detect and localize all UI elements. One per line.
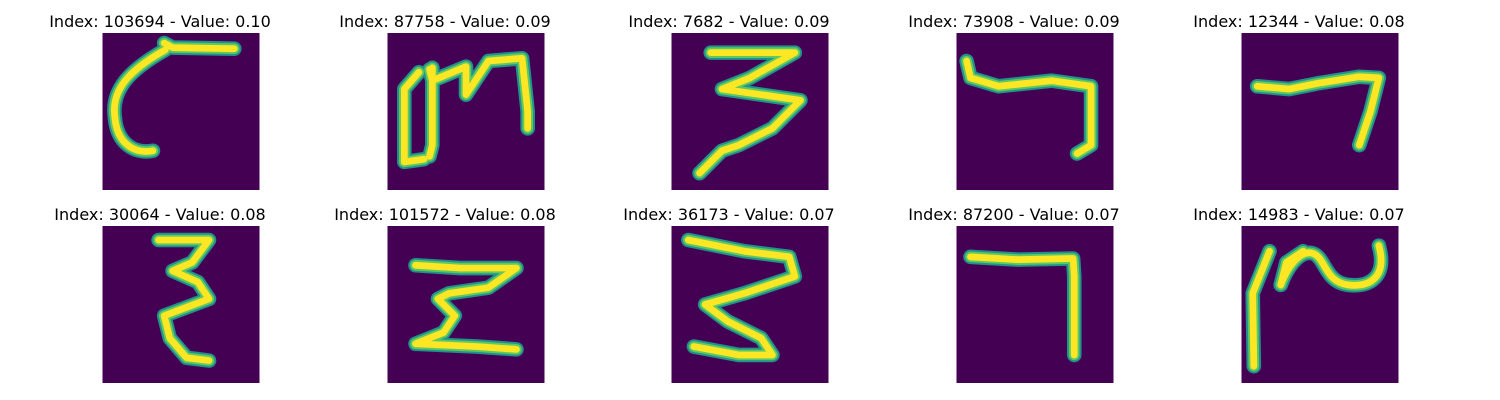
glyph-stroke — [684, 236, 799, 359]
panel-title: Index: 12344 - Value: 0.08 — [1193, 12, 1405, 31]
glyph-stroke — [110, 46, 169, 155]
panel-title: Index: 87758 - Value: 0.09 — [339, 12, 551, 31]
glyph-stroke — [426, 64, 436, 160]
panel-title: Index: 7682 - Value: 0.09 — [628, 12, 830, 31]
image-panel: Index: 101572 - Value: 0.08 — [325, 205, 565, 385]
glyph-stroke — [1249, 247, 1273, 370]
glyph-stroke — [412, 261, 520, 353]
glyph-image — [956, 33, 1114, 190]
glyph-stroke — [1277, 247, 1307, 289]
image-panel: Index: 36173 - Value: 0.07 — [609, 205, 849, 385]
glyph-image — [956, 226, 1114, 383]
image-panel: Index: 30064 - Value: 0.08 — [40, 205, 280, 385]
glyph-stroke — [400, 68, 428, 166]
glyph-image — [387, 226, 545, 383]
glyph-stroke — [1253, 73, 1383, 149]
glyph-stroke — [155, 236, 213, 364]
image-panel: Index: 87200 - Value: 0.07 — [894, 205, 1134, 385]
glyph-image — [1241, 226, 1399, 383]
glyph-image — [102, 33, 260, 190]
image-panel: Index: 14983 - Value: 0.07 — [1179, 205, 1419, 385]
image-panel: Index: 87758 - Value: 0.09 — [325, 12, 565, 192]
panel-title: Index: 73908 - Value: 0.09 — [908, 12, 1120, 31]
panel-title: Index: 103694 - Value: 0.10 — [49, 12, 271, 31]
panel-title: Index: 30064 - Value: 0.08 — [54, 205, 266, 224]
glyph-stroke — [963, 57, 1095, 157]
panel-title: Index: 101572 - Value: 0.08 — [334, 205, 556, 224]
image-panel: Index: 73908 - Value: 0.09 — [894, 12, 1134, 192]
glyph-stroke — [426, 54, 532, 132]
glyph-stroke — [160, 39, 238, 53]
glyph-image — [387, 33, 545, 190]
image-panel: Index: 7682 - Value: 0.09 — [609, 12, 849, 192]
image-panel: Index: 103694 - Value: 0.10 — [40, 12, 280, 192]
panel-title: Index: 87200 - Value: 0.07 — [908, 205, 1120, 224]
panel-title: Index: 36173 - Value: 0.07 — [623, 205, 835, 224]
glyph-image — [671, 33, 829, 190]
panel-title: Index: 14983 - Value: 0.07 — [1193, 205, 1405, 224]
glyph-image — [671, 226, 829, 383]
glyph-image — [102, 226, 260, 383]
image-panel: Index: 12344 - Value: 0.08 — [1179, 12, 1419, 192]
glyph-stroke — [696, 49, 804, 177]
glyph-image — [1241, 33, 1399, 190]
glyph-stroke — [967, 253, 1078, 359]
